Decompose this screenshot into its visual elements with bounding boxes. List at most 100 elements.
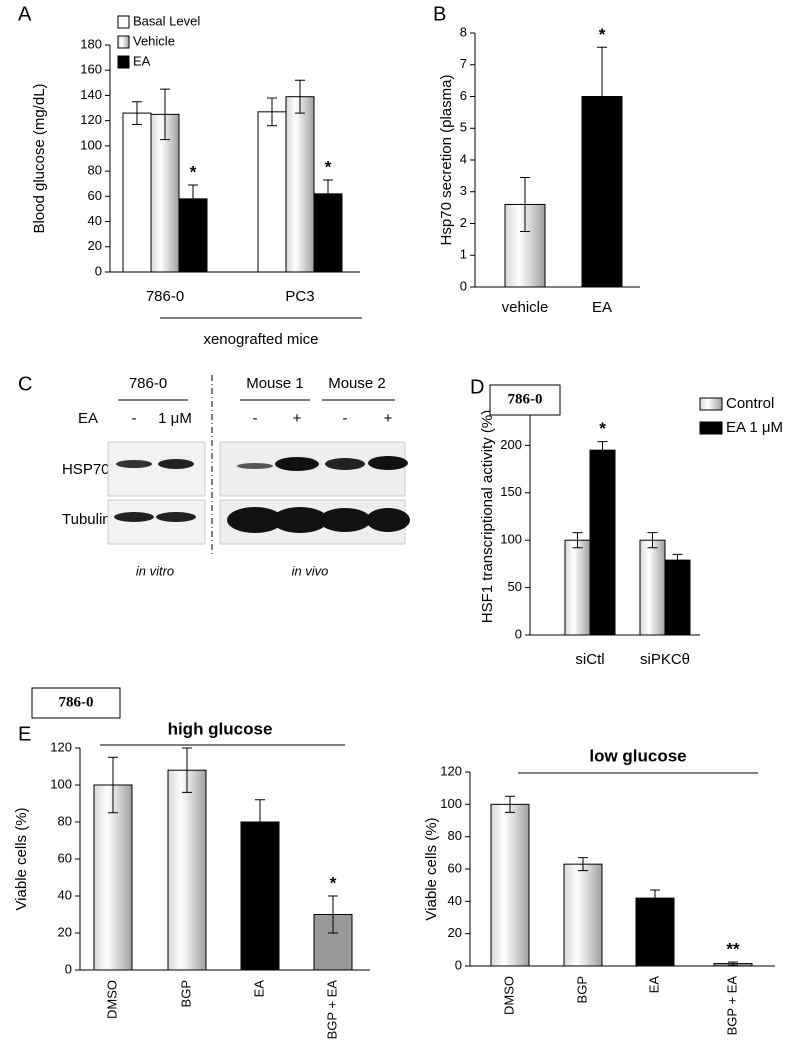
error-bar xyxy=(132,101,142,125)
legend-label: Basal Level xyxy=(133,13,200,28)
panel-label: D xyxy=(470,376,484,398)
error-bar xyxy=(323,179,333,209)
legend-label: EA 1 μM xyxy=(726,419,783,436)
box-label: 786-0 xyxy=(59,694,94,710)
box-label: 786-0 xyxy=(508,391,543,407)
legend-label: Vehicle xyxy=(133,33,175,48)
x-tick-label: EA xyxy=(646,976,661,994)
error-bar xyxy=(108,756,118,814)
lane-label: + xyxy=(293,410,302,427)
x-tick-label: PC3 xyxy=(285,288,314,305)
x-tick-label: EA xyxy=(251,980,266,998)
y-tick-label: 80 xyxy=(448,828,462,843)
x-tick-label: BGP xyxy=(178,980,193,1007)
chart-title: high glucose xyxy=(168,719,273,738)
x-tick-label: EA xyxy=(592,299,612,316)
blot-panel: C 786-0 Mouse 1 Mouse 2 EA - 1 μM - + - … xyxy=(18,373,410,578)
error-bar xyxy=(597,46,607,147)
blot-membrane xyxy=(107,441,206,497)
y-tick-label: 7 xyxy=(460,56,467,71)
y-tick-label: 50 xyxy=(508,579,522,594)
band xyxy=(114,512,154,522)
band xyxy=(319,508,371,532)
legend-swatch xyxy=(699,397,723,411)
annotation: * xyxy=(190,162,197,181)
footer: in vivo xyxy=(292,563,329,578)
row-label: HSP70 xyxy=(62,461,110,478)
bar xyxy=(93,784,133,971)
bar xyxy=(490,803,530,967)
error-bar xyxy=(597,441,608,460)
bar xyxy=(664,559,691,636)
bar xyxy=(564,539,591,636)
error-bar xyxy=(328,895,338,934)
y-tick-label: 100 xyxy=(440,796,462,811)
annotation: * xyxy=(599,25,606,44)
error-bar xyxy=(255,799,265,845)
y-tick-label: 0 xyxy=(460,278,467,293)
error-bar xyxy=(505,795,515,813)
band xyxy=(158,459,194,469)
band xyxy=(275,457,319,471)
treatment-label: EA xyxy=(78,410,98,427)
lane-label: - xyxy=(343,410,348,427)
label-box xyxy=(489,384,561,416)
cell-header: 786-0 xyxy=(129,375,167,392)
y-tick-label: 0 xyxy=(455,957,462,972)
mouse-header: Mouse 2 xyxy=(328,375,386,392)
panel-label: A xyxy=(18,3,32,25)
error-bar xyxy=(647,532,658,549)
band xyxy=(237,463,273,469)
error-bar xyxy=(295,79,305,114)
band xyxy=(227,507,283,533)
y-tick-label: 6 xyxy=(460,88,467,103)
bar xyxy=(589,449,616,636)
error-bar xyxy=(267,97,277,127)
blot-membrane xyxy=(219,441,406,497)
error-bar xyxy=(188,184,198,214)
y-tick-label: 140 xyxy=(80,87,102,102)
error-bar xyxy=(520,176,530,232)
y-tick-label: 0 xyxy=(65,961,72,976)
error-bar xyxy=(182,747,192,793)
y-tick-label: 120 xyxy=(50,739,72,754)
y-tick-label: 60 xyxy=(448,860,462,875)
band xyxy=(156,512,196,522)
blot-membrane xyxy=(107,499,206,545)
bar xyxy=(240,821,280,971)
y-axis-label: Hsp70 secretion (plasma) xyxy=(438,75,455,246)
y-tick-label: 60 xyxy=(58,850,72,865)
bar xyxy=(150,113,180,273)
y-tick-label: 20 xyxy=(88,238,102,253)
y-tick-label: 20 xyxy=(448,925,462,940)
y-tick-label: 0 xyxy=(95,263,102,278)
lane-label: - xyxy=(253,410,258,427)
band xyxy=(116,460,152,468)
y-tick-label: 8 xyxy=(460,24,467,39)
y-tick-label: 200 xyxy=(500,437,522,452)
y-axis-label: HSF1 transcriptional activity (%) xyxy=(479,410,496,623)
y-tick-label: 20 xyxy=(58,924,72,939)
x-tick-label: DMSO xyxy=(501,976,516,1015)
y-tick-label: 60 xyxy=(88,188,102,203)
bar xyxy=(639,539,666,636)
bar xyxy=(635,897,675,967)
legend-swatch xyxy=(117,55,130,69)
y-tick-label: 0 xyxy=(515,626,522,641)
y-tick-label: 1 xyxy=(460,247,467,262)
error-bar xyxy=(572,532,583,549)
y-tick-label: 120 xyxy=(440,763,462,778)
bar xyxy=(122,112,152,273)
legend-swatch xyxy=(117,35,130,49)
lane-label: 1 μM xyxy=(158,410,192,427)
y-tick-label: 3 xyxy=(460,183,467,198)
error-bar xyxy=(728,961,738,966)
annotation: * xyxy=(330,873,337,892)
bar xyxy=(257,111,287,273)
legend-label: EA xyxy=(133,53,151,68)
x-tick-label: siPKCθ xyxy=(640,651,690,668)
annotation: * xyxy=(325,157,332,176)
bar xyxy=(563,863,603,967)
annotation: * xyxy=(599,419,606,438)
